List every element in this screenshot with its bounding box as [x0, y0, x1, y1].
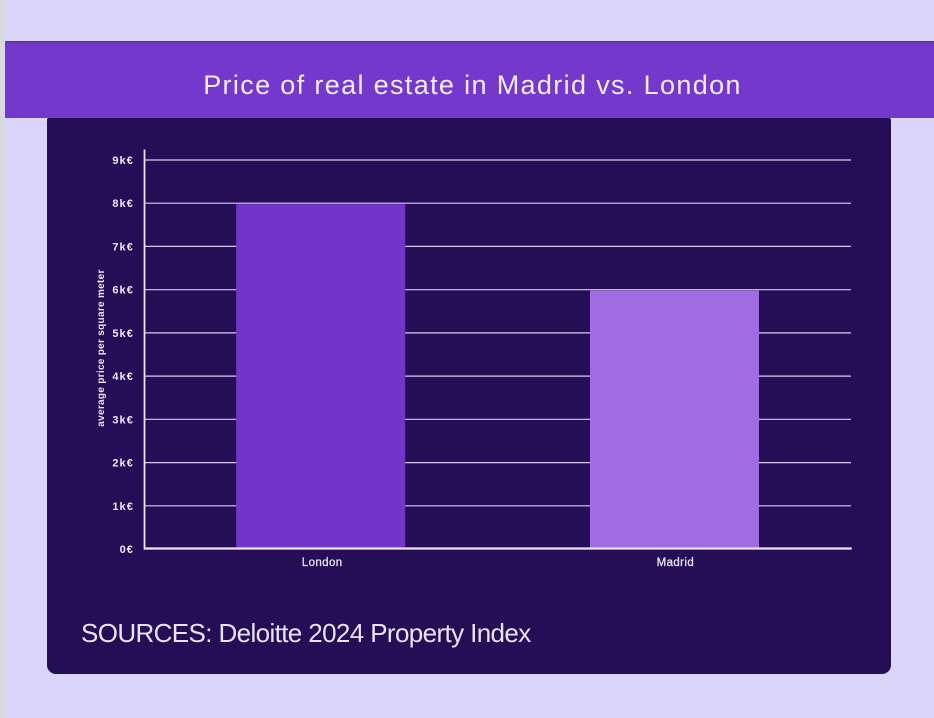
svg-text:3k€: 3k€ — [112, 414, 134, 426]
svg-text:6k€: 6k€ — [112, 285, 134, 297]
svg-text:4k€: 4k€ — [112, 371, 134, 383]
svg-text:8k€: 8k€ — [112, 198, 134, 210]
svg-text:9k€: 9k€ — [112, 155, 134, 167]
svg-text:1k€: 1k€ — [112, 501, 134, 513]
svg-text:Madrid: Madrid — [657, 557, 695, 569]
svg-text:average price per square meter: average price per square meter — [96, 269, 107, 426]
svg-text:2k€: 2k€ — [112, 458, 134, 470]
svg-text:0€: 0€ — [120, 544, 134, 556]
svg-text:London: London — [302, 557, 343, 569]
svg-text:7k€: 7k€ — [112, 241, 134, 253]
svg-text:5k€: 5k€ — [112, 328, 134, 340]
